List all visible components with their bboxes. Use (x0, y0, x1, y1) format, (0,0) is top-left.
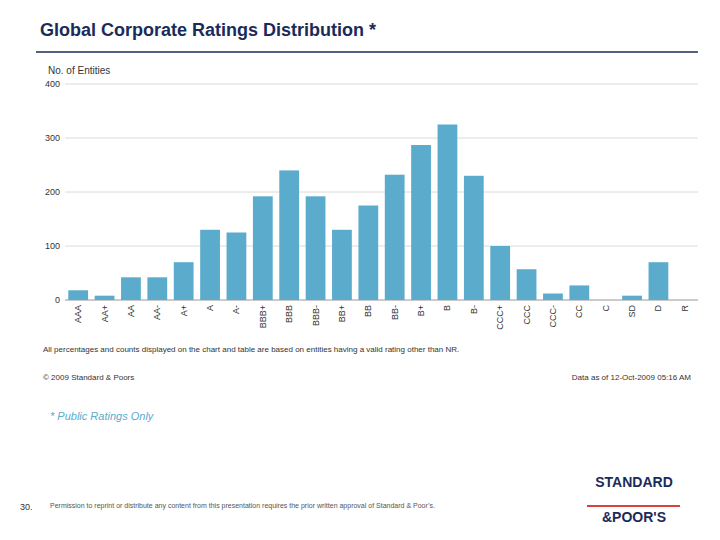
grid-line (65, 300, 698, 301)
x-tick-label: BB- (390, 305, 400, 320)
y-tick-label: 0 (55, 295, 60, 305)
x-tick-label: BB+ (337, 305, 347, 322)
bar (543, 294, 563, 300)
bar (569, 285, 589, 300)
bar (464, 176, 484, 300)
x-axis-line (65, 300, 698, 301)
grid-line (65, 84, 698, 85)
bar (438, 125, 458, 301)
x-tick-label: CCC (522, 305, 532, 325)
bar (649, 262, 669, 300)
x-tick-label: A+ (179, 305, 189, 316)
x-tick-label: AA- (152, 305, 162, 320)
x-tick-label: B (442, 305, 452, 311)
logo-rule (587, 505, 680, 507)
bar (411, 145, 431, 300)
x-tick-label: BBB- (311, 305, 321, 326)
background (0, 0, 720, 540)
bar (200, 230, 220, 300)
x-tick-label: BB (363, 305, 373, 317)
bar (253, 196, 273, 300)
x-tick-label: CCC+ (495, 305, 505, 330)
bar (490, 246, 510, 300)
bar (517, 269, 537, 300)
bar (622, 296, 642, 300)
data-date: Data as of 12-Oct-2009 05:16 AM (572, 373, 692, 382)
chart: Global Corporate Ratings Distribution * N… (0, 0, 720, 540)
bar (306, 196, 326, 300)
bars (68, 125, 668, 301)
x-tick-label: BBB+ (258, 305, 268, 328)
page-number: 30. (20, 502, 33, 512)
grid-line (65, 138, 698, 139)
grid (65, 84, 698, 300)
y-tick-label: 400 (45, 79, 60, 89)
bar (147, 277, 167, 300)
bar (279, 170, 299, 300)
x-tick-label: SD (627, 305, 637, 318)
x-tick-label: AAA (73, 305, 83, 323)
bar (227, 233, 247, 301)
x-tick-label: B+ (416, 305, 426, 316)
bar (385, 175, 405, 300)
italic-note: * Public Ratings Only (50, 410, 155, 422)
x-tick-label: A- (231, 305, 241, 314)
logo-line: &POOR'S (602, 509, 666, 525)
y-tick-label: 100 (45, 241, 60, 251)
permission-note: Permission to reprint or distribute any … (50, 502, 435, 510)
y-axis-label: No. of Entities (48, 65, 110, 76)
x-tick-label: AA+ (100, 305, 110, 322)
x-tick-label: CCC- (548, 305, 558, 328)
y-tick-label: 300 (45, 133, 60, 143)
logo-line: STANDARD (595, 474, 673, 490)
title: Global Corporate Ratings Distribution * (40, 20, 376, 40)
footnote: All percentages and counts displayed on … (43, 345, 459, 354)
bar (95, 296, 115, 300)
bar (358, 206, 378, 301)
x-tick-label: R (680, 305, 690, 312)
grid-line (65, 246, 698, 247)
x-tick-label: D (653, 305, 663, 312)
title-rule (36, 51, 698, 53)
bar (68, 290, 88, 300)
x-tick-label: C (601, 305, 611, 312)
bar (332, 230, 352, 300)
bar (121, 277, 141, 300)
bar (174, 262, 194, 300)
x-tick-label: A (205, 305, 215, 311)
grid-line (65, 192, 698, 193)
x-tick-label: AA (126, 305, 136, 317)
x-tick-label: B- (469, 305, 479, 314)
x-tick-label: BBB (284, 305, 294, 323)
x-tick-label: CC (574, 305, 584, 318)
copyright: © 2009 Standard & Poors (43, 373, 134, 382)
y-tick-label: 200 (45, 187, 60, 197)
